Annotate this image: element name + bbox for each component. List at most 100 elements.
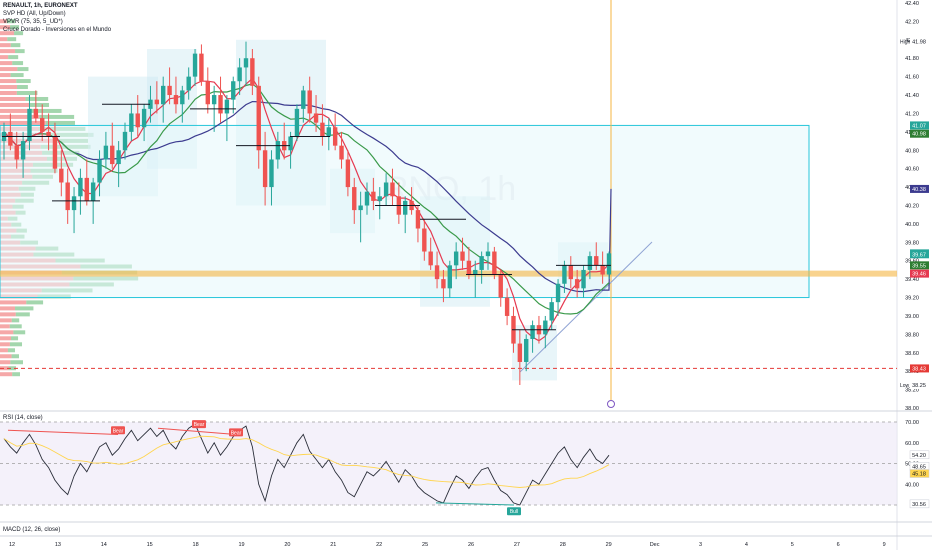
profile-bar-down — [0, 312, 16, 317]
price-tick-label: 40.20 — [905, 204, 919, 210]
candle-body — [294, 108, 300, 137]
profile-bar-down — [0, 372, 13, 377]
profile-bar-up — [17, 85, 28, 90]
price-marker-badge — [910, 121, 929, 130]
candle-body — [568, 265, 573, 280]
indicator-cruce-dorado[interactable]: Cruce Dorado - Inversiones en el Mundo — [3, 27, 112, 33]
price-tick-label: 38.80 — [905, 332, 919, 338]
profile-bar-down — [0, 336, 12, 341]
candle-body — [20, 141, 26, 160]
candle-body — [27, 108, 32, 142]
price-marker-value: 39.67 — [912, 252, 926, 258]
time-tick-label: 5 — [791, 542, 794, 548]
time-tick-label: 12 — [9, 542, 15, 548]
profile-bar-up — [17, 67, 29, 72]
profile-bar-up — [8, 55, 19, 60]
price-marker-badge — [910, 184, 929, 193]
candle-body — [8, 131, 13, 146]
candle-body — [453, 251, 459, 266]
candle-body — [492, 251, 497, 275]
time-tick-label: 13 — [55, 542, 61, 548]
profile-bar-up — [10, 43, 21, 48]
price-marker-badge — [910, 380, 929, 389]
candle-body — [339, 145, 344, 160]
rsi-tick-label: 40.00 — [905, 482, 919, 488]
profile-bar-down — [0, 25, 11, 30]
rsi-marker-badge — [909, 469, 930, 478]
rsi-legend[interactable]: RSI (14, close) — [3, 415, 43, 421]
candle-body — [581, 269, 586, 289]
candle-body — [262, 150, 268, 188]
profile-bar-down — [0, 318, 12, 323]
candle-body — [371, 191, 376, 201]
price-marker-value: 41.07 — [912, 123, 926, 129]
time-tick-label: 6 — [837, 542, 840, 548]
profile-bar-down — [0, 31, 15, 36]
price-tick-label: 39.00 — [905, 314, 919, 320]
profile-bar-up — [29, 102, 50, 107]
profile-bar-down — [0, 114, 40, 119]
time-tick-label: 26 — [468, 542, 474, 548]
candle-body — [517, 343, 523, 362]
price-marker-badge — [910, 364, 929, 373]
candle-body — [543, 320, 548, 335]
profile-bar-down — [0, 102, 30, 107]
profile-bar-down — [0, 354, 12, 359]
time-tick-label: 3 — [699, 542, 702, 548]
candle-body — [524, 338, 529, 362]
price-tick-label: 41.60 — [905, 75, 919, 81]
candle-body — [65, 182, 70, 211]
profile-bar-down — [0, 324, 10, 329]
price-marker-value: 41.98 — [912, 40, 926, 46]
price-marker-badge — [910, 250, 929, 259]
indicator-svp[interactable]: SVP HD (All, Up/Down) — [3, 11, 66, 17]
rsi-signal-badge — [111, 426, 125, 435]
price-marker-badge — [910, 37, 929, 46]
profile-bar-down — [0, 342, 10, 347]
price-tick-label: 42.40 — [905, 1, 919, 7]
rsi-marker-badge — [909, 450, 930, 460]
price-tick-label: 40.60 — [905, 167, 919, 173]
rsi-tick-label: 60.00 — [905, 441, 919, 447]
candle-body — [574, 279, 580, 289]
candle-body — [129, 113, 134, 132]
macd-legend[interactable]: MACD (12, 26, close) — [3, 527, 61, 533]
time-tick-label: 15 — [147, 542, 153, 548]
candle-body — [122, 131, 128, 151]
profile-bar-down — [0, 300, 27, 305]
candle-body — [288, 136, 293, 151]
price-tick-label: 38.60 — [905, 351, 919, 357]
rsi-signal-badge — [192, 420, 206, 429]
profile-bar-down — [0, 19, 7, 24]
candle-body — [473, 269, 478, 275]
candle-body — [485, 251, 491, 257]
candle-body — [211, 95, 217, 105]
time-tick-label: 27 — [514, 542, 520, 548]
rsi-marker-value: 48.65 — [912, 464, 926, 470]
candle-body — [186, 76, 191, 91]
candle-body — [555, 283, 561, 303]
profile-bar-down — [0, 55, 9, 60]
price-tick-label: 40.80 — [905, 148, 919, 154]
candle-body — [250, 58, 255, 86]
price-marker-name: High — [900, 40, 911, 46]
profile-bar-down — [0, 366, 9, 371]
profile-bar-up — [25, 96, 49, 101]
candle-body — [78, 177, 83, 197]
rsi-marker-value: 54.20 — [912, 453, 926, 459]
indicator-vpvr[interactable]: VPVR (75, 35, 5_UD*) — [3, 19, 63, 25]
candle-body — [320, 122, 325, 137]
candle-body — [148, 99, 153, 109]
profile-bar-up — [39, 114, 75, 119]
time-tick-label: Dec — [650, 542, 660, 548]
price-marker-value: 39.55 — [912, 263, 926, 269]
candle-body — [441, 279, 446, 289]
candle-body — [332, 127, 338, 146]
candle-body — [447, 265, 452, 289]
candle-body — [199, 53, 204, 82]
profile-bar-up — [7, 37, 17, 42]
rsi-signal-label: Bull — [510, 509, 518, 515]
price-marker-value: 40.38 — [912, 187, 926, 193]
